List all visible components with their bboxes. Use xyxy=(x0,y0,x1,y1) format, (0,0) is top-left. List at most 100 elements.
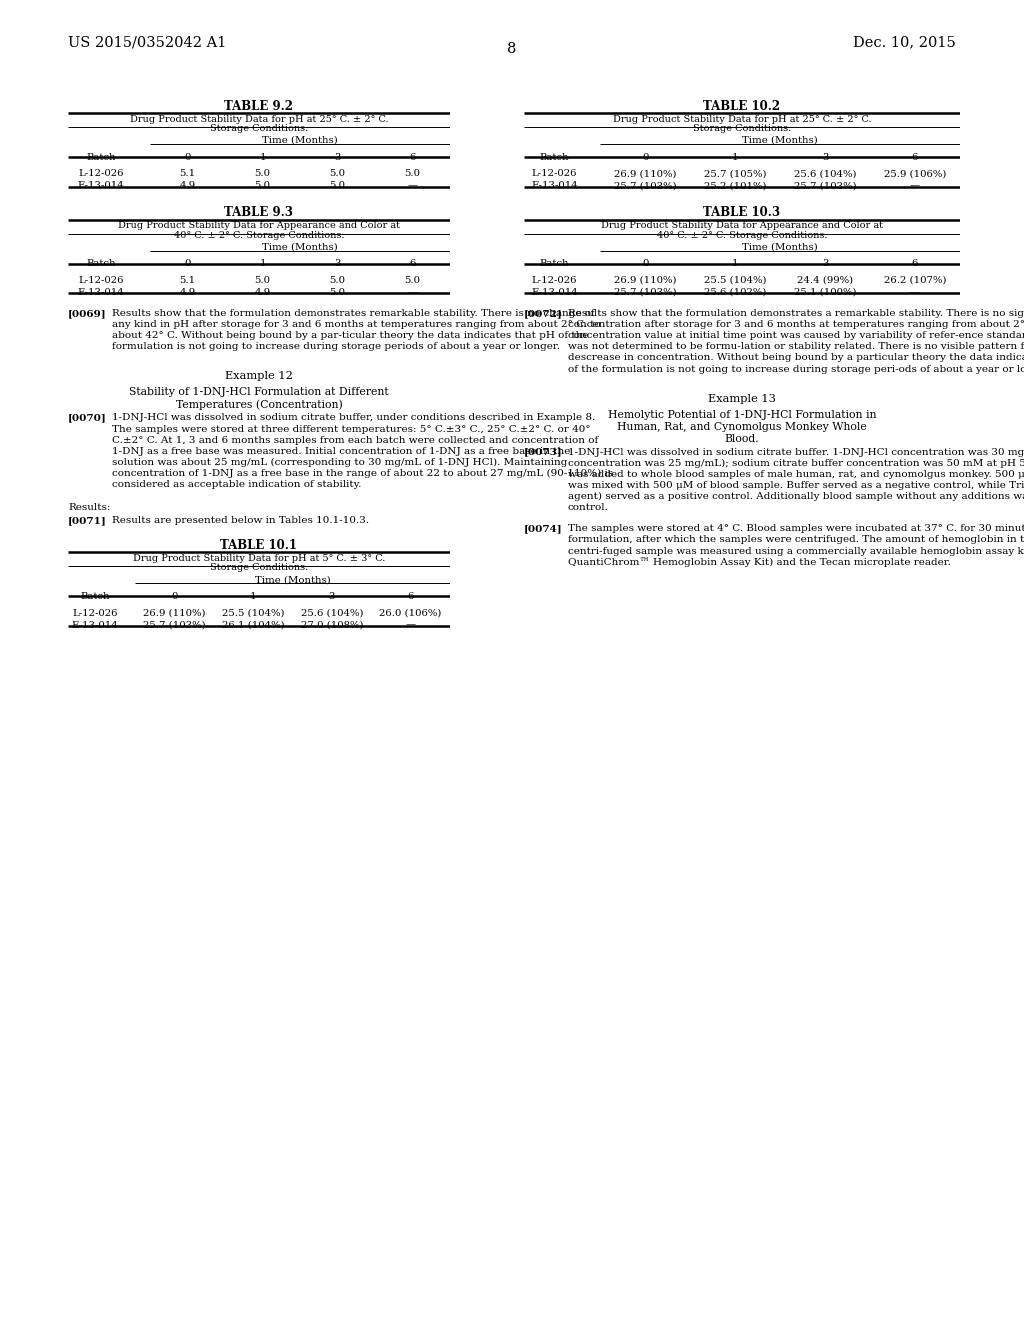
Text: 1: 1 xyxy=(732,153,738,162)
Text: 26.0 (106%): 26.0 (106%) xyxy=(380,609,441,618)
Text: 3: 3 xyxy=(822,260,828,268)
Text: 27.0 (108%): 27.0 (108%) xyxy=(301,620,364,630)
Text: [0073]: [0073] xyxy=(524,447,562,457)
Text: 1: 1 xyxy=(259,153,266,162)
Text: TABLE 9.2: TABLE 9.2 xyxy=(224,100,294,114)
Text: —: — xyxy=(910,288,921,297)
Text: US 2015/0352042 A1: US 2015/0352042 A1 xyxy=(68,36,226,49)
Text: Dec. 10, 2015: Dec. 10, 2015 xyxy=(853,36,956,49)
Text: Example 12: Example 12 xyxy=(225,371,293,381)
Text: Batch: Batch xyxy=(86,260,116,268)
Text: L-12-026: L-12-026 xyxy=(78,276,124,285)
Text: Storage Conditions.: Storage Conditions. xyxy=(210,124,308,133)
Text: TABLE 9.3: TABLE 9.3 xyxy=(224,206,294,219)
Text: 4.9: 4.9 xyxy=(255,288,270,297)
Text: 25.7 (103%): 25.7 (103%) xyxy=(794,181,856,190)
Text: L-12-026: L-12-026 xyxy=(531,169,578,178)
Text: about 42° C. Without being bound by a par-ticular theory the data indicates that: about 42° C. Without being bound by a pa… xyxy=(112,331,589,341)
Text: 1: 1 xyxy=(732,260,738,268)
Text: 5.0: 5.0 xyxy=(404,169,421,178)
Text: 5.0: 5.0 xyxy=(404,276,421,285)
Text: 1-DNJ as a free base was measured. Initial concentration of 1-DNJ as a free base: 1-DNJ as a free base was measured. Initi… xyxy=(112,446,570,455)
Text: Time (Months): Time (Months) xyxy=(262,136,338,145)
Text: Batch: Batch xyxy=(540,153,569,162)
Text: 3: 3 xyxy=(334,153,341,162)
Text: QuantiChrom™ Hemoglobin Assay Kit) and the Tecan microplate reader.: QuantiChrom™ Hemoglobin Assay Kit) and t… xyxy=(568,557,951,568)
Text: 6: 6 xyxy=(911,153,919,162)
Text: Drug Product Stability Data for pH at 25° C. ± 2° C.: Drug Product Stability Data for pH at 25… xyxy=(612,115,871,124)
Text: Batch: Batch xyxy=(80,593,110,601)
Text: 5.1: 5.1 xyxy=(179,276,196,285)
Text: 40° C. ± 2° C. Storage Conditions.: 40° C. ± 2° C. Storage Conditions. xyxy=(174,231,344,239)
Text: [0071]: [0071] xyxy=(68,516,106,525)
Text: 25.2 (101%): 25.2 (101%) xyxy=(703,181,766,190)
Text: 25.5 (104%): 25.5 (104%) xyxy=(222,609,285,618)
Text: 3: 3 xyxy=(334,260,341,268)
Text: Batch: Batch xyxy=(86,153,116,162)
Text: L-12-026: L-12-026 xyxy=(78,169,124,178)
Text: concentration of 1-DNJ as a free base in the range of about 22 to about 27 mg/mL: concentration of 1-DNJ as a free base in… xyxy=(112,469,613,478)
Text: 6: 6 xyxy=(408,593,414,601)
Text: centri-fuged sample was measured using a commercially available hemoglobin assay: centri-fuged sample was measured using a… xyxy=(568,546,1024,556)
Text: Drug Product Stability Data for Appearance and Color at: Drug Product Stability Data for Appearan… xyxy=(601,220,883,230)
Text: Drug Product Stability Data for pH at 25° C. ± 2° C.: Drug Product Stability Data for pH at 25… xyxy=(130,115,388,124)
Text: solution was about 25 mg/mL (corresponding to 30 mg/mL of 1-DNJ HCl). Maintainin: solution was about 25 mg/mL (correspondi… xyxy=(112,458,567,467)
Text: 5.0: 5.0 xyxy=(330,276,345,285)
Text: formulation is not going to increase during storage periods of about a year or l: formulation is not going to increase dur… xyxy=(112,342,560,351)
Text: of the formulation is not going to increase during storage peri-ods of about a y: of the formulation is not going to incre… xyxy=(568,364,1024,374)
Text: 0: 0 xyxy=(171,593,177,601)
Text: 3: 3 xyxy=(822,153,828,162)
Text: agent) served as a positive control. Additionally blood sample without any addit: agent) served as a positive control. Add… xyxy=(568,492,1024,502)
Text: Drug Product Stability Data for pH at 5° C. ± 3° C.: Drug Product Stability Data for pH at 5°… xyxy=(133,553,385,562)
Text: 6: 6 xyxy=(410,260,416,268)
Text: 0: 0 xyxy=(642,260,648,268)
Text: 25.6 (104%): 25.6 (104%) xyxy=(794,169,856,178)
Text: was mixed with 500 μM of blood sample. Buffer served as a negative control, whil: was mixed with 500 μM of blood sample. B… xyxy=(568,480,1024,490)
Text: C.±2° C. At 1, 3 and 6 months samples from each batch were collected and concent: C.±2° C. At 1, 3 and 6 months samples fr… xyxy=(112,436,598,445)
Text: Drug Product Stability Data for Appearance and Color at: Drug Product Stability Data for Appearan… xyxy=(118,220,400,230)
Text: Example 13: Example 13 xyxy=(708,393,776,404)
Text: Storage Conditions.: Storage Conditions. xyxy=(693,124,792,133)
Text: Stability of 1-DNJ-HCl Formulation at Different: Stability of 1-DNJ-HCl Formulation at Di… xyxy=(129,387,389,397)
Text: 3: 3 xyxy=(329,593,335,601)
Text: Hemolytic Potential of 1-DNJ-HCl Formulation in: Hemolytic Potential of 1-DNJ-HCl Formula… xyxy=(608,409,877,420)
Text: TABLE 10.1: TABLE 10.1 xyxy=(220,539,298,552)
Text: 25.5 (104%): 25.5 (104%) xyxy=(703,276,766,285)
Text: TABLE 10.2: TABLE 10.2 xyxy=(703,100,780,114)
Text: —: — xyxy=(406,620,416,630)
Text: Human, Rat, and Cynomolgus Monkey Whole: Human, Rat, and Cynomolgus Monkey Whole xyxy=(617,421,867,432)
Text: [0069]: [0069] xyxy=(68,309,106,318)
Text: E-13-014: E-13-014 xyxy=(78,181,124,190)
Text: Temperatures (Concentration): Temperatures (Concentration) xyxy=(176,400,342,411)
Text: 24.4 (99%): 24.4 (99%) xyxy=(797,276,853,285)
Text: 1-DNJ-HCl was dissolved in sodium citrate buffer. 1-DNJ-HCl concentration was 30: 1-DNJ-HCl was dissolved in sodium citrat… xyxy=(568,447,1024,457)
Text: 6: 6 xyxy=(410,153,416,162)
Text: 5.0: 5.0 xyxy=(255,181,270,190)
Text: 26.2 (107%): 26.2 (107%) xyxy=(884,276,946,285)
Text: Blood.: Blood. xyxy=(725,433,760,444)
Text: 5.0: 5.0 xyxy=(330,181,345,190)
Text: [0070]: [0070] xyxy=(68,413,106,422)
Text: 1-DNJ-HCl was dissolved in sodium citrate buffer, under conditions described in : 1-DNJ-HCl was dissolved in sodium citrat… xyxy=(112,413,595,422)
Text: 40° C. ± 2° C. Storage Conditions.: 40° C. ± 2° C. Storage Conditions. xyxy=(656,231,827,239)
Text: —: — xyxy=(910,181,921,190)
Text: 26.9 (110%): 26.9 (110%) xyxy=(614,276,677,285)
Text: descrease in concentration. Without being bound by a particular theory the data : descrease in concentration. Without bein… xyxy=(568,354,1024,363)
Text: TABLE 10.3: TABLE 10.3 xyxy=(703,206,780,219)
Text: Storage Conditions.: Storage Conditions. xyxy=(210,564,308,572)
Text: 0: 0 xyxy=(184,260,190,268)
Text: 4.9: 4.9 xyxy=(179,181,196,190)
Text: was not determined to be formu-lation or stability related. There is no visible : was not determined to be formu-lation or… xyxy=(568,342,1024,351)
Text: control.: control. xyxy=(568,503,609,512)
Text: Results show that the formulation demonstrates a remarkable stability. There is : Results show that the formulation demons… xyxy=(568,309,1024,318)
Text: L-12-026: L-12-026 xyxy=(531,276,578,285)
Text: 5.0: 5.0 xyxy=(255,169,270,178)
Text: 26.9 (110%): 26.9 (110%) xyxy=(614,169,677,178)
Text: formulation, after which the samples were centrifuged. The amount of hemoglobin : formulation, after which the samples wer… xyxy=(568,536,1024,544)
Text: considered as acceptable indication of stability.: considered as acceptable indication of s… xyxy=(112,480,361,488)
Text: 26.9 (110%): 26.9 (110%) xyxy=(143,609,206,618)
Text: 25.7 (105%): 25.7 (105%) xyxy=(703,169,766,178)
Text: 6: 6 xyxy=(911,260,919,268)
Text: —: — xyxy=(408,181,418,190)
Text: was added to whole blood samples of male human, rat, and cynomolgus monkey. 500 : was added to whole blood samples of male… xyxy=(568,470,1024,479)
